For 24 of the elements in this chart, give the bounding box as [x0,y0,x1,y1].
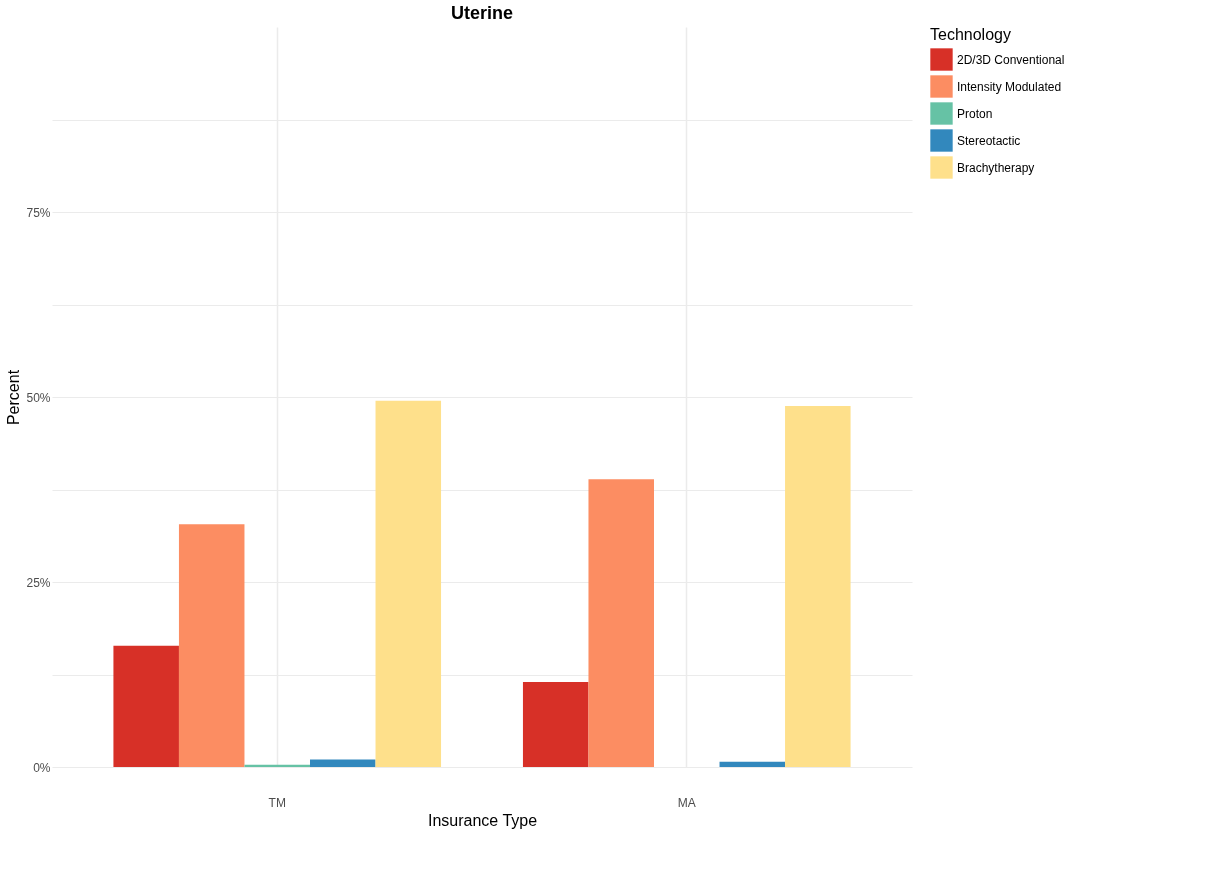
y-tick-label: 0% [33,760,51,775]
legend-label: Brachytherapy [957,160,1035,175]
x-tick-label: MA [677,795,696,810]
y-tick-label: 50% [26,390,51,405]
y-tick-label: 75% [26,205,51,220]
x-axis-title: Insurance Type [427,811,538,829]
bar [785,405,851,767]
y-tick-label: 25% [26,575,51,590]
x-tick-label: TM [268,795,286,810]
bar [178,524,245,767]
legend-title: Technology [930,26,1011,43]
bar [375,400,442,767]
legend-label: Proton [957,106,993,121]
legend-label: Stereotactic [957,133,1021,148]
bar [244,764,310,767]
legend-label: Intensity Modulated [957,79,1062,94]
bar [310,759,376,767]
bar [113,645,179,767]
bar [719,761,786,767]
legend-label: 2D/3D Conventional [957,52,1065,67]
y-axis-title: Percent [5,369,23,426]
chart-title: Uterine [450,3,514,23]
bar [522,681,589,767]
bar [588,479,654,767]
